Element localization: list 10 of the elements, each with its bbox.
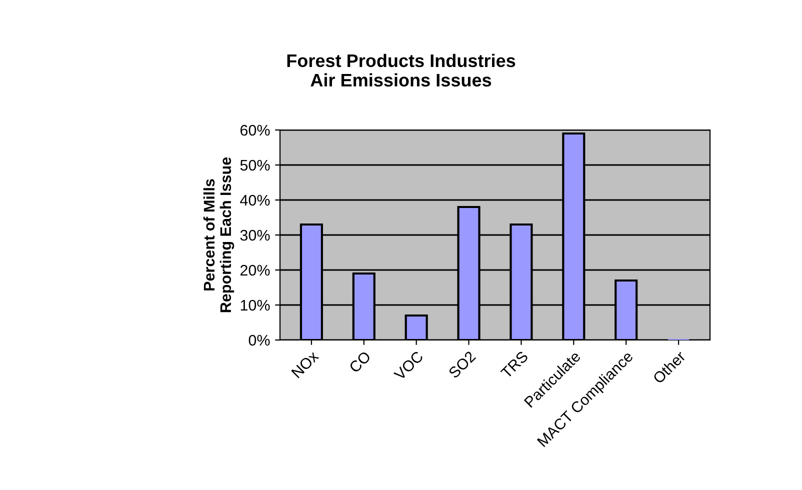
y-tick-label: 20% (240, 264, 270, 276)
y-tick-label: 30% (240, 230, 270, 241)
y-tick-label: 50% (240, 160, 270, 171)
y-tick-label: 40% (240, 194, 270, 206)
y-tick-label: 0% (248, 334, 270, 346)
chart-title: Forest Products Industries Air Emissions Issues (287, 54, 516, 87)
y-tick-label: 60% (240, 124, 270, 136)
x-tick-label: CO (348, 350, 372, 374)
y-axis-title: Percent of Mills Reporting Each Issue (203, 157, 234, 312)
y-tick-label: 10% (240, 300, 270, 311)
